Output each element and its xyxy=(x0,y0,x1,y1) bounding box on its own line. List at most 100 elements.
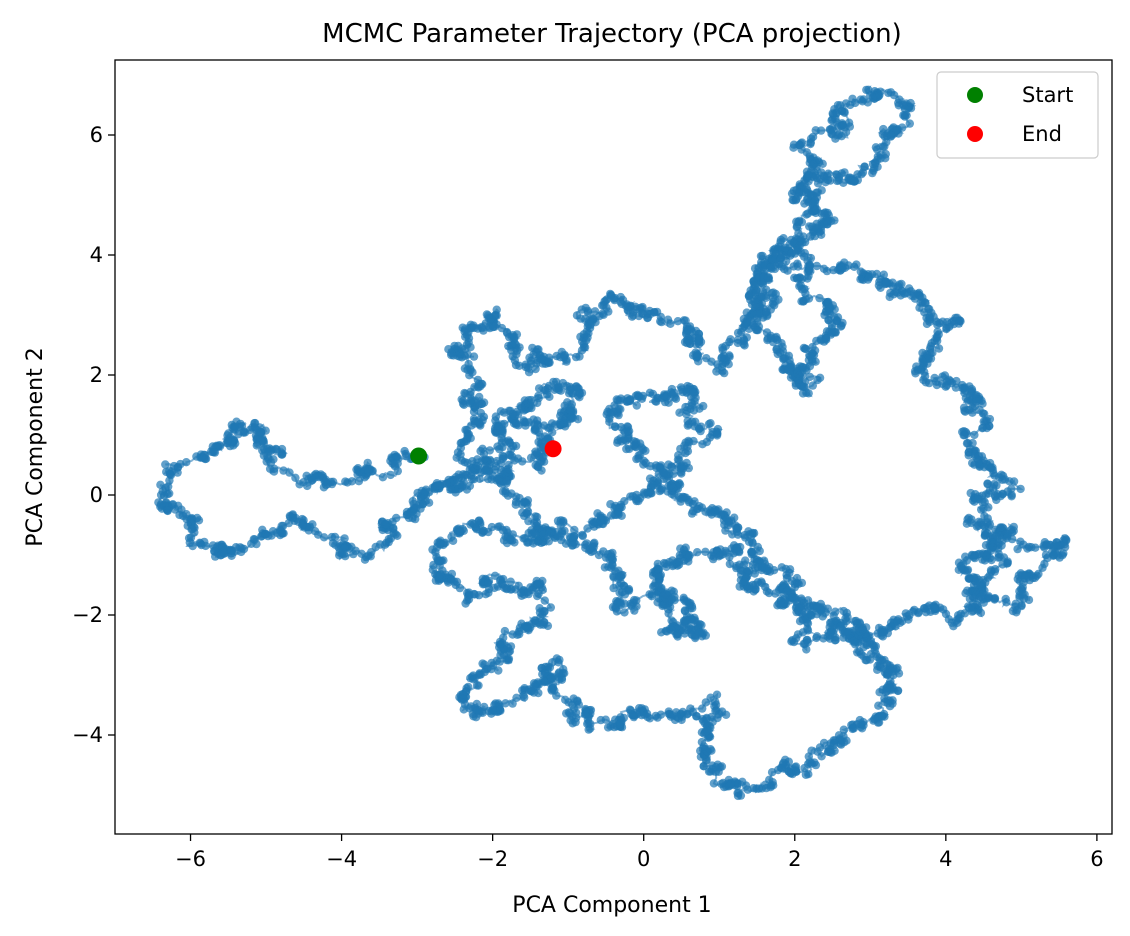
trajectory-point xyxy=(572,311,582,320)
trajectory-point xyxy=(634,496,643,506)
trajectory-point xyxy=(793,369,802,378)
trajectory-point xyxy=(795,180,804,189)
trajectory-point xyxy=(685,339,695,348)
trajectory-point xyxy=(541,385,550,395)
trajectory-point xyxy=(667,462,676,471)
trajectory-point xyxy=(487,522,497,532)
trajectory-point xyxy=(676,544,685,553)
trajectory-point xyxy=(487,664,496,674)
trajectory-point xyxy=(498,429,507,439)
trajectory-point xyxy=(580,710,590,719)
trajectory-point xyxy=(1031,543,1040,552)
trajectory-point xyxy=(442,479,451,488)
trajectory-point xyxy=(925,312,934,321)
trajectory-point xyxy=(469,475,479,484)
trajectory-point xyxy=(250,418,260,428)
x-tick-label: 0 xyxy=(637,847,650,871)
trajectory-point xyxy=(964,513,973,523)
trajectory-point xyxy=(881,697,890,707)
trajectory-point xyxy=(965,392,975,401)
trajectory-point xyxy=(279,466,288,475)
trajectory-point xyxy=(795,617,805,626)
trajectory-point xyxy=(981,541,991,550)
trajectory-point xyxy=(692,712,701,721)
trajectory-point xyxy=(970,430,979,440)
trajectory-point xyxy=(829,611,838,620)
trajectory-point xyxy=(812,261,821,271)
trajectory-point xyxy=(804,389,813,398)
trajectory-point xyxy=(589,543,598,552)
trajectory-point xyxy=(547,673,556,682)
trajectory-point xyxy=(476,408,486,418)
trajectory-point xyxy=(458,524,467,534)
trajectory-point xyxy=(156,490,166,500)
y-tick-label: −4 xyxy=(72,723,103,747)
trajectory-point xyxy=(590,522,599,531)
trajectory-point xyxy=(702,726,712,735)
trajectory-point xyxy=(165,469,175,478)
legend-start-label: Start xyxy=(1022,83,1073,107)
trajectory-point xyxy=(681,616,690,625)
trajectory-point xyxy=(803,638,812,647)
trajectory-point xyxy=(506,577,515,586)
trajectory-point xyxy=(942,324,951,334)
trajectory-point xyxy=(876,656,885,665)
trajectory-point xyxy=(520,693,529,702)
trajectory-point xyxy=(740,531,749,540)
trajectory-point xyxy=(402,507,412,517)
trajectory-point xyxy=(747,547,756,557)
trajectory-point xyxy=(552,384,561,393)
trajectory-point xyxy=(873,629,882,638)
trajectory-point xyxy=(223,436,232,445)
trajectory-point xyxy=(609,573,618,582)
trajectory-point xyxy=(620,590,630,599)
trajectory-point xyxy=(518,457,527,466)
trajectory-point xyxy=(805,152,815,161)
trajectory-point xyxy=(572,382,581,391)
trajectory-point xyxy=(1007,492,1016,501)
trajectory-point xyxy=(1001,594,1010,604)
trajectory-point xyxy=(547,686,556,695)
trajectory-point xyxy=(597,519,607,528)
trajectory-point xyxy=(354,477,364,486)
trajectory-point xyxy=(545,392,554,401)
trajectory-point xyxy=(798,363,808,372)
trajectory-point xyxy=(800,344,810,353)
trajectory-point xyxy=(789,143,798,152)
x-axis-ticks: −6 −4 −2 0 2 4 6 xyxy=(175,834,1104,871)
trajectory-point xyxy=(808,381,817,390)
trajectory-point xyxy=(793,262,803,271)
trajectory-point xyxy=(667,616,676,625)
trajectory-point xyxy=(712,690,722,699)
trajectory-point xyxy=(502,655,511,665)
trajectory-point xyxy=(494,423,503,432)
legend: Start End xyxy=(936,71,1099,159)
trajectory-point xyxy=(804,294,814,303)
trajectory-point xyxy=(693,548,702,557)
trajectory-point xyxy=(1016,484,1025,494)
trajectory-point xyxy=(979,598,988,607)
trajectory-point xyxy=(201,541,210,551)
trajectory-point xyxy=(691,339,701,349)
trajectory-point xyxy=(959,384,969,393)
trajectory-point xyxy=(910,605,919,615)
trajectory-point xyxy=(499,633,508,642)
trajectory-point xyxy=(310,473,319,482)
trajectory-point xyxy=(698,440,707,449)
trajectory-point xyxy=(533,398,542,408)
trajectory-point xyxy=(751,288,760,297)
trajectory-point xyxy=(711,706,720,715)
trajectory-point xyxy=(523,507,533,516)
trajectory-point xyxy=(450,577,459,586)
trajectory-point xyxy=(664,398,673,407)
trajectory-point xyxy=(458,396,468,406)
trajectory-point xyxy=(875,688,884,697)
endpoint-markers xyxy=(410,440,562,465)
trajectory-point xyxy=(922,319,932,329)
trajectory-point xyxy=(904,615,913,624)
trajectory-point xyxy=(966,488,975,498)
trajectory-point xyxy=(484,576,494,585)
trajectory-point xyxy=(559,665,568,674)
trajectory-point xyxy=(758,251,767,261)
trajectory-point xyxy=(472,681,482,690)
